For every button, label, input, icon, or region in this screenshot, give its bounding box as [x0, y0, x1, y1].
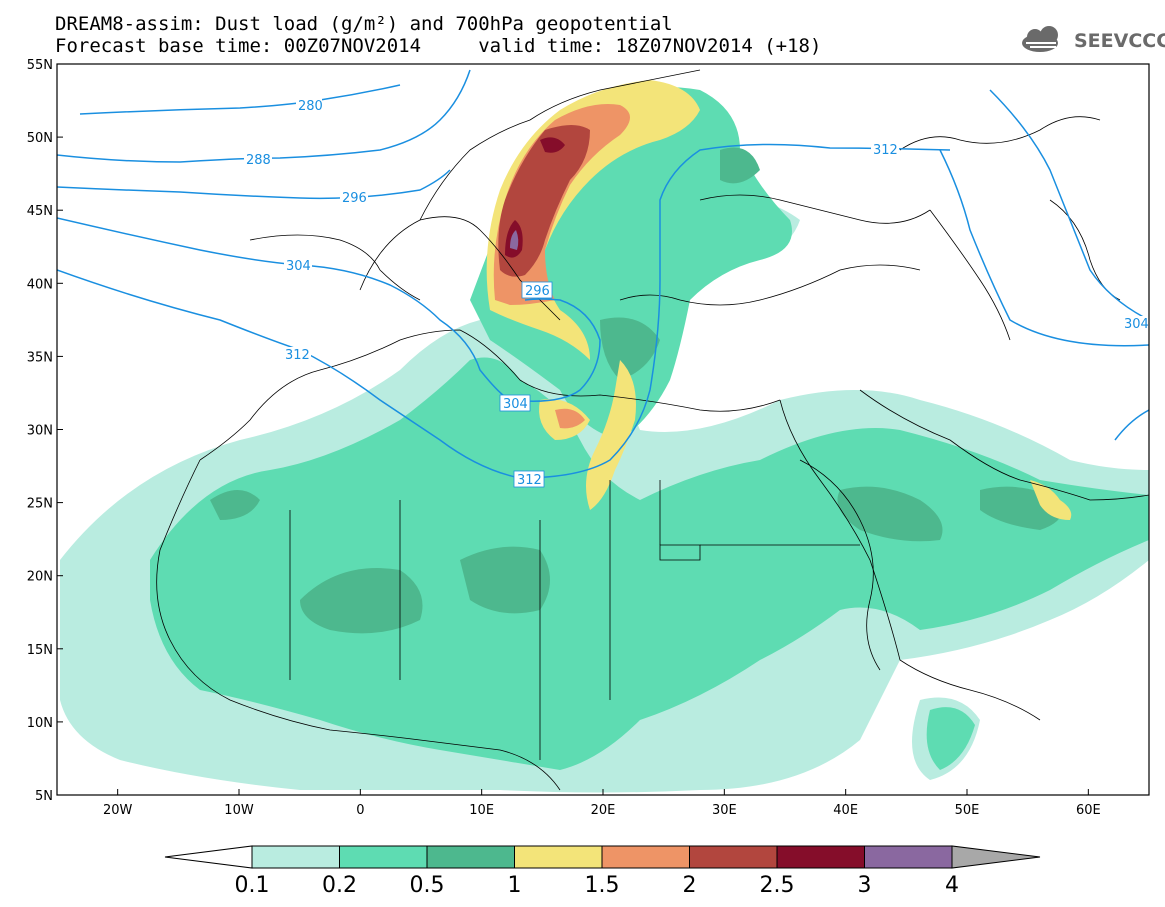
colorbar-swatch [601, 845, 690, 869]
lat-label: 45N [27, 204, 53, 219]
colorbar-swatch [514, 845, 603, 869]
svg-text:304: 304 [286, 259, 311, 274]
svg-text:280: 280 [298, 99, 323, 114]
colorbar-swatch [689, 845, 778, 869]
svg-text:296: 296 [525, 284, 550, 299]
lat-label: 35N [27, 350, 53, 365]
longitude-axis: 20W 10W 0 10E 20E 30E 40E 50E 60E [103, 789, 1101, 818]
lon-label: 20E [591, 803, 616, 818]
geopotential-contours [57, 69, 1149, 479]
lat-label: 10N [27, 716, 53, 731]
contour-labels: 280 288 296 304 312 296 304 312 312 304 [244, 98, 1150, 488]
colorbar-label: 0.2 [322, 873, 357, 898]
colorbar-arrow-left [164, 845, 253, 869]
colorbar-label: 0.5 [410, 873, 445, 898]
colorbar-swatch [776, 845, 865, 869]
svg-text:312: 312 [285, 348, 310, 363]
lon-label: 10E [469, 803, 494, 818]
lon-label: 40E [833, 803, 858, 818]
colorbar-arrow-right [951, 845, 1041, 869]
lat-label: 50N [27, 131, 53, 146]
lat-label: 5N [35, 789, 53, 804]
svg-text:304: 304 [503, 397, 528, 412]
svg-text:312: 312 [873, 143, 898, 158]
svg-text:312: 312 [517, 473, 542, 488]
colorbar-swatch [426, 845, 515, 869]
colorbar-swatch [339, 845, 428, 869]
lon-label: 60E [1076, 803, 1101, 818]
colorbar-swatch [251, 845, 340, 869]
lon-label: 30E [712, 803, 737, 818]
coastlines [156, 69, 1149, 791]
svg-text:288: 288 [246, 153, 271, 168]
colorbar-label: 1.5 [585, 873, 620, 898]
lon-label: 0 [356, 803, 364, 818]
logo-text: SEEVCCC [1074, 30, 1165, 52]
map-title: DREAM8-assim: Dust load (g/m²) and 700hP… [55, 13, 673, 35]
lat-label: 40N [27, 277, 53, 292]
lat-label: 25N [27, 497, 53, 512]
lon-label: 20W [103, 803, 133, 818]
lat-label: 30N [27, 424, 53, 439]
dust-shading [60, 80, 1149, 793]
cloud-icon [1022, 26, 1058, 52]
colorbar-label: 1 [508, 873, 522, 898]
colorbar-label: 2.5 [760, 873, 795, 898]
colorbar-label: 2 [683, 873, 697, 898]
lat-label: 20N [27, 570, 53, 585]
colorbar: 0.1 0.2 0.5 1 1.5 2 2.5 3 4 [164, 845, 1041, 898]
lon-label: 50E [955, 803, 980, 818]
svg-text:296: 296 [342, 191, 367, 206]
lat-label: 15N [27, 643, 53, 658]
lat-label: 55N [27, 58, 53, 73]
svg-text:304: 304 [1124, 317, 1149, 332]
forecast-time-line: Forecast base time: 00Z07NOV2014 valid t… [55, 35, 822, 57]
lon-label: 10W [224, 803, 254, 818]
colorbar-label: 0.1 [235, 873, 270, 898]
colorbar-swatch [864, 845, 953, 869]
latitude-axis: 55N 50N 45N 40N 35N 30N 25N 20N 15N 10N 5N [27, 58, 63, 804]
colorbar-label: 3 [858, 873, 872, 898]
colorbar-label: 4 [945, 873, 959, 898]
